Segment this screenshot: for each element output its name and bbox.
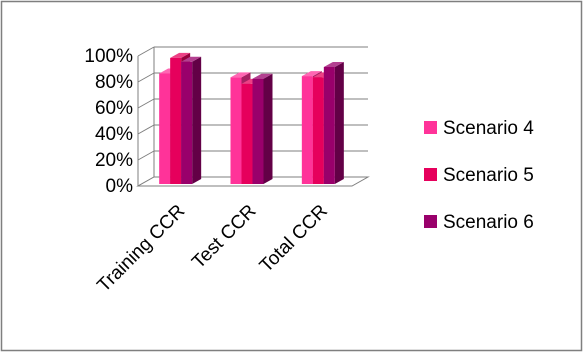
y-tick-label: 80% — [95, 72, 133, 93]
legend-swatch — [424, 168, 437, 181]
bar — [181, 56, 202, 184]
gridline-side — [137, 98, 155, 109]
legend-label: Scenario 4 — [443, 118, 534, 139]
legend-swatch — [424, 215, 437, 228]
y-tick-label: 0% — [106, 176, 134, 197]
gridline-side — [137, 46, 155, 57]
legend-swatch — [424, 121, 437, 134]
legend-item: Scenario 4 — [424, 118, 534, 139]
y-tick-label: 40% — [95, 124, 133, 145]
legend-label: Scenario 6 — [443, 212, 534, 233]
y-tick-labels: 0% 20% 40% 60% 80% 100% — [84, 46, 133, 197]
bar — [252, 73, 273, 184]
gridline-side — [137, 150, 155, 161]
legend-label: Scenario 5 — [443, 165, 534, 186]
legend: Scenario 4 Scenario 5 Scenario 6 — [424, 118, 534, 233]
y-tick-label: 60% — [95, 98, 133, 119]
y-tick-label: 20% — [95, 150, 133, 171]
gridline-side — [137, 72, 155, 83]
bar — [323, 62, 344, 184]
y-tick-label: 100% — [84, 46, 133, 67]
bars — [159, 52, 344, 185]
legend-item: Scenario 5 — [424, 165, 534, 186]
gridline-side — [137, 124, 155, 135]
legend-item: Scenario 6 — [424, 212, 534, 233]
